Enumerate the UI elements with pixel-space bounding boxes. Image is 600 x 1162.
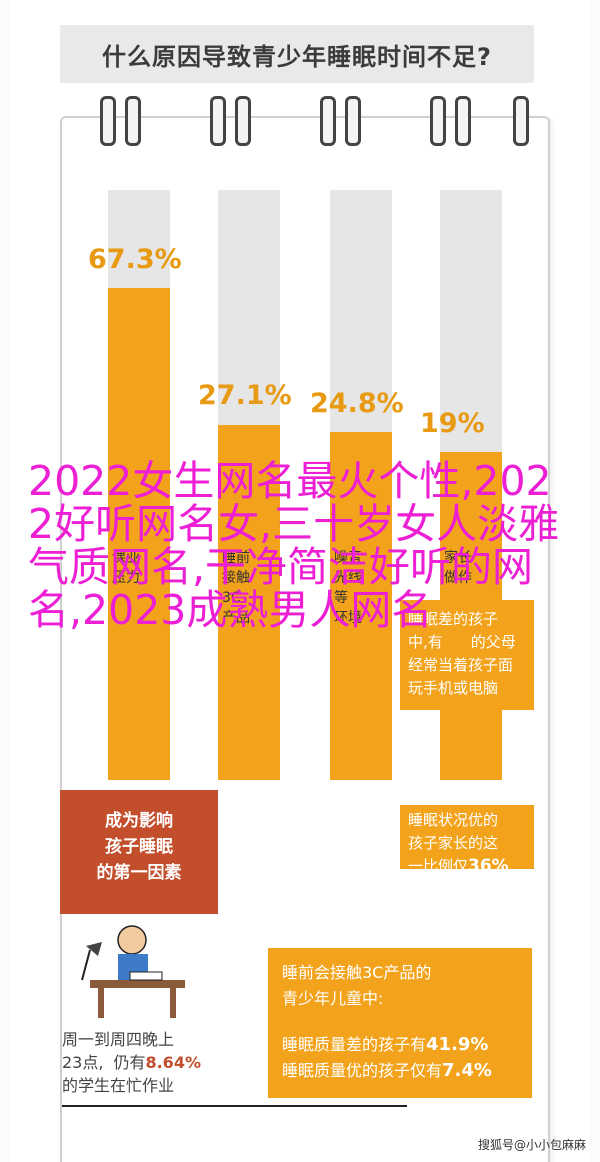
box-line: 睡眠差的孩子 (408, 610, 499, 628)
first-factor-box: 成为影响 孩子睡眠 的第一因素 (60, 790, 218, 914)
note-line: 23点, (62, 1053, 104, 1072)
bar-track (218, 190, 280, 780)
bar (108, 288, 170, 780)
notepad-rings (95, 96, 535, 156)
bar-value-label: 67.3% (88, 244, 182, 275)
bar (330, 432, 392, 780)
box-line: 成为影响 (105, 811, 173, 831)
divider (62, 1105, 407, 1107)
source-watermark: 搜狐号@小小包麻麻 (478, 1138, 587, 1152)
percent-value: 41.9% (426, 1034, 489, 1055)
lamp-icon (81, 949, 91, 981)
bar (218, 424, 280, 780)
box-line: 睡眠质量优的孩子仅有 (282, 1061, 443, 1080)
box-line: 睡眠质量差的孩子有 (282, 1035, 427, 1054)
homework-note: 周一到周四晚上 23点, 仍有8.64% 的学生在忙作业 (62, 1028, 201, 1097)
student-desk-illustration (81, 925, 185, 1018)
box-line: 经常当着孩子面 (408, 656, 514, 674)
ring-icon (345, 96, 361, 146)
bar-track (330, 190, 392, 780)
bar-category-label: 课业 压力 (112, 550, 140, 586)
note-line: 周一到周四晚上 (62, 1030, 175, 1049)
box-line: 玩手机或电脑 (408, 679, 499, 697)
ring-icon (455, 96, 471, 146)
box-line: 孩子睡眠 (105, 837, 173, 857)
box-line: 中,有 (408, 633, 443, 651)
student-head-shape (117, 925, 147, 955)
bar-category-label: 睡前 接触 3C 产品 (222, 550, 250, 626)
parents-phone-box: 睡眠差的孩子 中,有 的父母 经常当着孩子面 玩手机或电脑 (400, 600, 534, 710)
bar-value-label: 24.8% (310, 388, 404, 420)
bar-track (108, 190, 170, 780)
box-line: 青少年儿童中: (282, 989, 384, 1008)
box-line: 孩子家长的这 (408, 834, 499, 852)
percent-value: 7.4% (442, 1060, 492, 1081)
page-title: 什么原因导致青少年睡眠时间不足? (102, 42, 492, 71)
ring-icon (125, 96, 141, 146)
ring-icon (320, 96, 336, 146)
percent-value: 36% (468, 856, 509, 876)
box-line: 睡眠状况优的 (408, 811, 499, 829)
title-banner: 什么原因导致青少年睡眠时间不足? (60, 25, 534, 83)
percent-value: 8.64% (145, 1053, 201, 1072)
overlay-caption: 2022女生网名最火个性,2022好听网名女,三十岁女人淡雅气质网名,干净简洁好… (28, 457, 560, 634)
bar-category-label: 家长 做作 (444, 550, 472, 586)
note-line: 的学生在忙作业 (62, 1076, 175, 1095)
note-line: 仍有 (113, 1053, 146, 1072)
screen-time-box: 睡前会接触3C产品的 青少年儿童中: 睡眠质量差的孩子有41.9% 睡眠质量优的… (268, 948, 532, 1098)
good-sleep-box: 睡眠状况优的 孩子家长的这 一比例仅36% (400, 805, 534, 876)
ring-icon (235, 96, 251, 146)
bar-value-label: 27.1% (198, 380, 292, 412)
ring-icon (430, 96, 446, 146)
box-line: 睡前会接触3C产品的 (282, 963, 432, 982)
bar-value-label: 19% (420, 408, 485, 439)
bar-category-label: 噪音 光线等环境 (334, 550, 362, 626)
box-line: 的父母 (470, 633, 516, 651)
ring-icon (100, 96, 116, 146)
desk-top-shape (90, 980, 185, 988)
ring-icon (513, 96, 529, 146)
ring-icon (210, 96, 226, 146)
box-line: 的第一因素 (96, 863, 182, 883)
box-line: 一比例仅 (408, 857, 469, 875)
